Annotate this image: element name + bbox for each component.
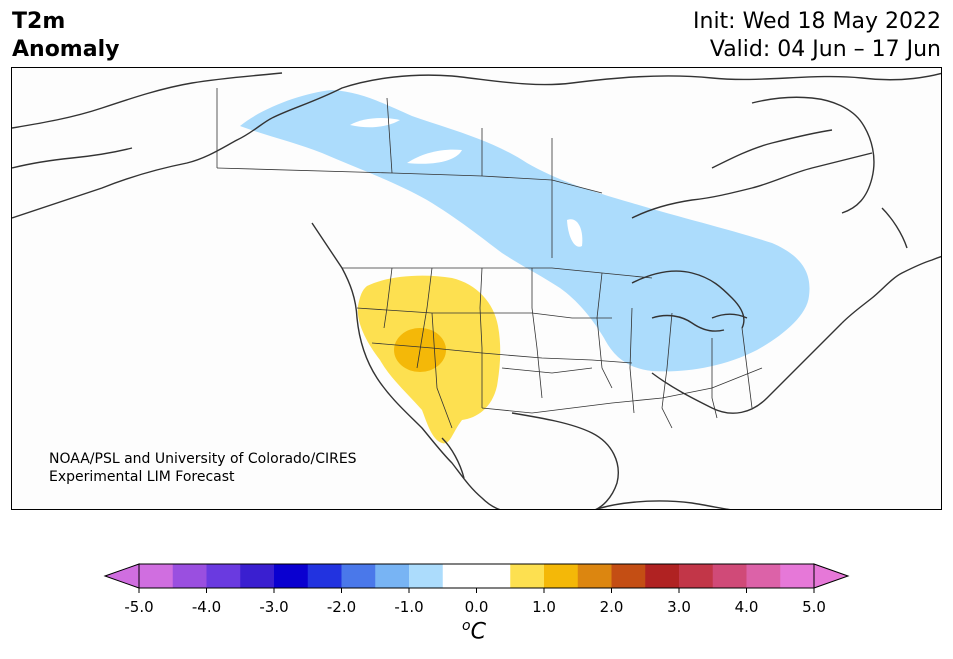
colorbar-segment [442,564,477,588]
colorbar-segment [206,564,241,588]
colorbar-tick-label: 2.0 [600,598,624,616]
colorbar-segment [510,564,545,588]
map-title: T2m Anomaly [12,8,119,64]
anomaly-map [11,67,942,510]
colorbar-segment [172,564,207,588]
colorbar-segment [240,564,275,588]
map-canvas [12,68,941,509]
init-date: Init: Wed 18 May 2022 [693,9,941,34]
unit-superscript: o [462,618,471,634]
anomaly-label: Anomaly [12,37,120,62]
date-info: Init: Wed 18 May 2022 Valid: 04 Jun – 17… [693,8,941,64]
variable-label: T2m [12,9,66,34]
colorbar-tick-label: -1.0 [394,598,423,616]
lake-shape [567,219,583,247]
colorbar-tick-label: 1.0 [532,598,556,616]
colorbar-segment [712,564,747,588]
colorbar-tick-label: 5.0 [802,598,826,616]
colorbar-tick-label: -2.0 [327,598,356,616]
colorbar-extend-low [103,563,140,589]
colorbar-segment [679,564,714,588]
coastlines [12,72,941,509]
colorbar-tick-label: -3.0 [259,598,288,616]
colorbar-tick-label: -4.0 [192,598,221,616]
colorbar-segment [307,564,342,588]
forecast-credit: NOAA/PSL and University of Colorado/CIRE… [49,450,357,486]
colorbar-segment [611,564,646,588]
colorbar-segment [780,564,815,588]
colorbar-segment [476,564,511,588]
colorbar-segment [746,564,781,588]
colorbar-segment [645,564,680,588]
colorbar-segment [274,564,309,588]
colorbar-segment [341,564,376,588]
credit-line-2: Experimental LIM Forecast [49,469,235,485]
colorbar-segments [139,564,815,588]
borders [216,88,763,429]
valid-range: Valid: 04 Jun – 17 Jun [709,37,941,62]
colorbar-tick-label: 0.0 [465,598,489,616]
cool-anomaly-region [240,90,810,372]
colorbar-segment [409,564,444,588]
lake-shape [407,149,462,164]
colorbar-tick-label: 4.0 [735,598,759,616]
colorbar-tick-label: 3.0 [667,598,691,616]
colorbar-ticks: -5.0 -4.0 -3.0 -2.0 -1.0 0.0 1.0 2.0 3.0 4.0 5.0 [124,588,826,616]
colorbar-segment [544,564,579,588]
credit-line-1: NOAA/PSL and University of Colorado/CIRE… [49,451,357,467]
lake-shape [350,117,400,128]
colorbar-segment [577,564,612,588]
colorbar: -5.0 -4.0 -3.0 -2.0 -1.0 0.0 1.0 2.0 3.0 4.0 5.0 [103,563,850,616]
unit-label: oC [462,618,486,644]
colorbar-extend-high [813,563,850,589]
colorbar-segment [139,564,174,588]
unit-base: C [470,619,486,645]
colorbar-tick-label: -5.0 [124,598,153,616]
colorbar-segment [375,564,410,588]
